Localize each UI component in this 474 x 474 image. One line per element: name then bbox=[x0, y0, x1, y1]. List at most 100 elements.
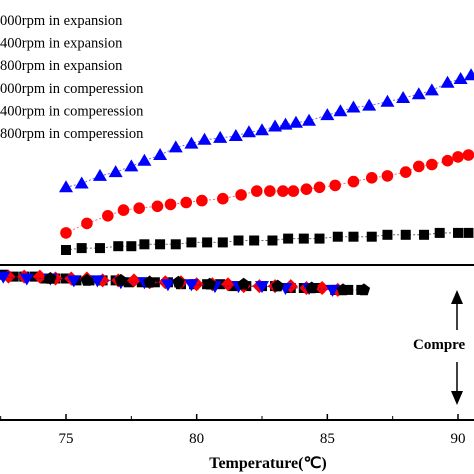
annotation-text: Compre bbox=[413, 337, 466, 353]
series-2-point bbox=[213, 130, 228, 143]
series-2-point bbox=[92, 168, 107, 181]
series-0-point bbox=[186, 237, 197, 248]
series-1-point bbox=[151, 200, 164, 213]
x-tick-label: 75 bbox=[59, 431, 74, 447]
series-2-point bbox=[184, 136, 199, 149]
series-2-point bbox=[440, 75, 455, 88]
series-0-point bbox=[298, 233, 309, 244]
compression-annotation: Compre bbox=[413, 290, 466, 405]
series-0-point bbox=[382, 229, 393, 240]
legend-entry-1: 400rpm in expansion bbox=[0, 36, 123, 52]
series-2-point bbox=[396, 91, 411, 103]
series-1-point bbox=[217, 192, 229, 205]
series-5-point bbox=[19, 273, 34, 286]
series-2-point bbox=[137, 153, 152, 166]
extra-series-point bbox=[114, 273, 128, 286]
series-0-point bbox=[113, 241, 124, 252]
series-1-point bbox=[381, 170, 394, 182]
series-1-point bbox=[235, 189, 247, 201]
series-4-point bbox=[32, 269, 47, 284]
series-0-point bbox=[233, 235, 244, 246]
series-1-point bbox=[81, 217, 93, 230]
series-5-point bbox=[160, 279, 175, 292]
series-1-point bbox=[277, 185, 289, 197]
series-1-point bbox=[441, 154, 454, 167]
series-5-point bbox=[66, 275, 81, 288]
x-tick-label: 80 bbox=[189, 431, 204, 447]
series-0 bbox=[61, 227, 474, 255]
series-1-point bbox=[60, 227, 72, 239]
arrow-down-head bbox=[451, 391, 463, 405]
series-1-point bbox=[313, 181, 326, 194]
x-tick-label: 85 bbox=[320, 431, 335, 447]
series-5-point bbox=[325, 284, 340, 297]
series-3-point bbox=[215, 279, 226, 290]
series-5-point bbox=[90, 275, 105, 288]
series-4-point bbox=[315, 281, 330, 295]
series-1-point bbox=[365, 172, 378, 184]
series-2-point bbox=[241, 125, 256, 138]
x-axis-title: Temperature(℃) bbox=[209, 455, 327, 472]
legend: 000rpm in expansion 400rpm in expansion 80… bbox=[0, 13, 144, 142]
series-0-point bbox=[434, 227, 445, 238]
series-1-point bbox=[180, 196, 193, 209]
series-2-point bbox=[346, 100, 361, 113]
series-0-point bbox=[202, 237, 213, 248]
series-0-point bbox=[217, 237, 228, 248]
arrow-up-head bbox=[451, 290, 463, 304]
legend-entry-4: 400rpm in comperession bbox=[0, 103, 144, 119]
extra-series-point bbox=[271, 279, 284, 292]
extra-series-point bbox=[44, 272, 57, 284]
extra-series-point bbox=[80, 273, 94, 286]
series-0-point bbox=[366, 231, 377, 242]
extra-series-point bbox=[237, 277, 250, 290]
series-1-point bbox=[462, 149, 474, 161]
series-2-point bbox=[268, 119, 283, 132]
extra-series-point bbox=[305, 281, 318, 294]
series-2-point bbox=[197, 132, 212, 145]
series-2-point bbox=[302, 113, 317, 126]
series-0-point bbox=[463, 227, 474, 238]
series-5-point bbox=[184, 279, 199, 292]
series-1-point bbox=[250, 185, 263, 197]
extra-series-point bbox=[143, 275, 156, 288]
series-2-point bbox=[453, 72, 468, 84]
series-0-point bbox=[419, 229, 430, 240]
series-1-point bbox=[133, 202, 145, 214]
series-1-point bbox=[287, 185, 300, 197]
series-5-point bbox=[255, 281, 269, 294]
series-2-point bbox=[59, 180, 73, 193]
series-2-point bbox=[278, 117, 293, 130]
series-0-point bbox=[400, 229, 411, 240]
series-0-point bbox=[139, 239, 150, 250]
series-2-point bbox=[74, 176, 89, 189]
series-0-point bbox=[61, 245, 71, 255]
legend-entry-2: 800rpm in expansion bbox=[0, 58, 123, 74]
series-0-point bbox=[170, 239, 181, 250]
series-2-point bbox=[288, 115, 303, 128]
series-1 bbox=[60, 149, 474, 239]
extra-series-point bbox=[172, 275, 185, 288]
series-1-point bbox=[117, 204, 130, 216]
data-marks bbox=[0, 68, 474, 297]
series-4-point bbox=[126, 273, 141, 288]
series-1-point bbox=[413, 160, 425, 173]
legend-entry-0: 000rpm in expansion bbox=[0, 13, 123, 29]
series-1-point bbox=[452, 151, 464, 163]
series-0-point bbox=[126, 241, 137, 252]
series-2-point bbox=[424, 83, 439, 96]
series-1-point bbox=[264, 185, 276, 197]
series-4-point bbox=[221, 277, 236, 292]
series-2-point bbox=[333, 104, 348, 117]
series-5-point bbox=[0, 271, 11, 284]
legend-entry-5: 800rpm in comperession bbox=[0, 126, 144, 142]
series-2-point bbox=[411, 87, 426, 100]
plot-frame bbox=[0, 264, 474, 421]
series-0-point bbox=[332, 231, 343, 242]
series-1-point bbox=[329, 179, 341, 192]
extra-series-point bbox=[357, 283, 371, 296]
series-0-point bbox=[249, 235, 260, 246]
extra-series-0 bbox=[44, 272, 371, 296]
series-2-point bbox=[255, 123, 269, 136]
series-0-point bbox=[314, 233, 325, 244]
